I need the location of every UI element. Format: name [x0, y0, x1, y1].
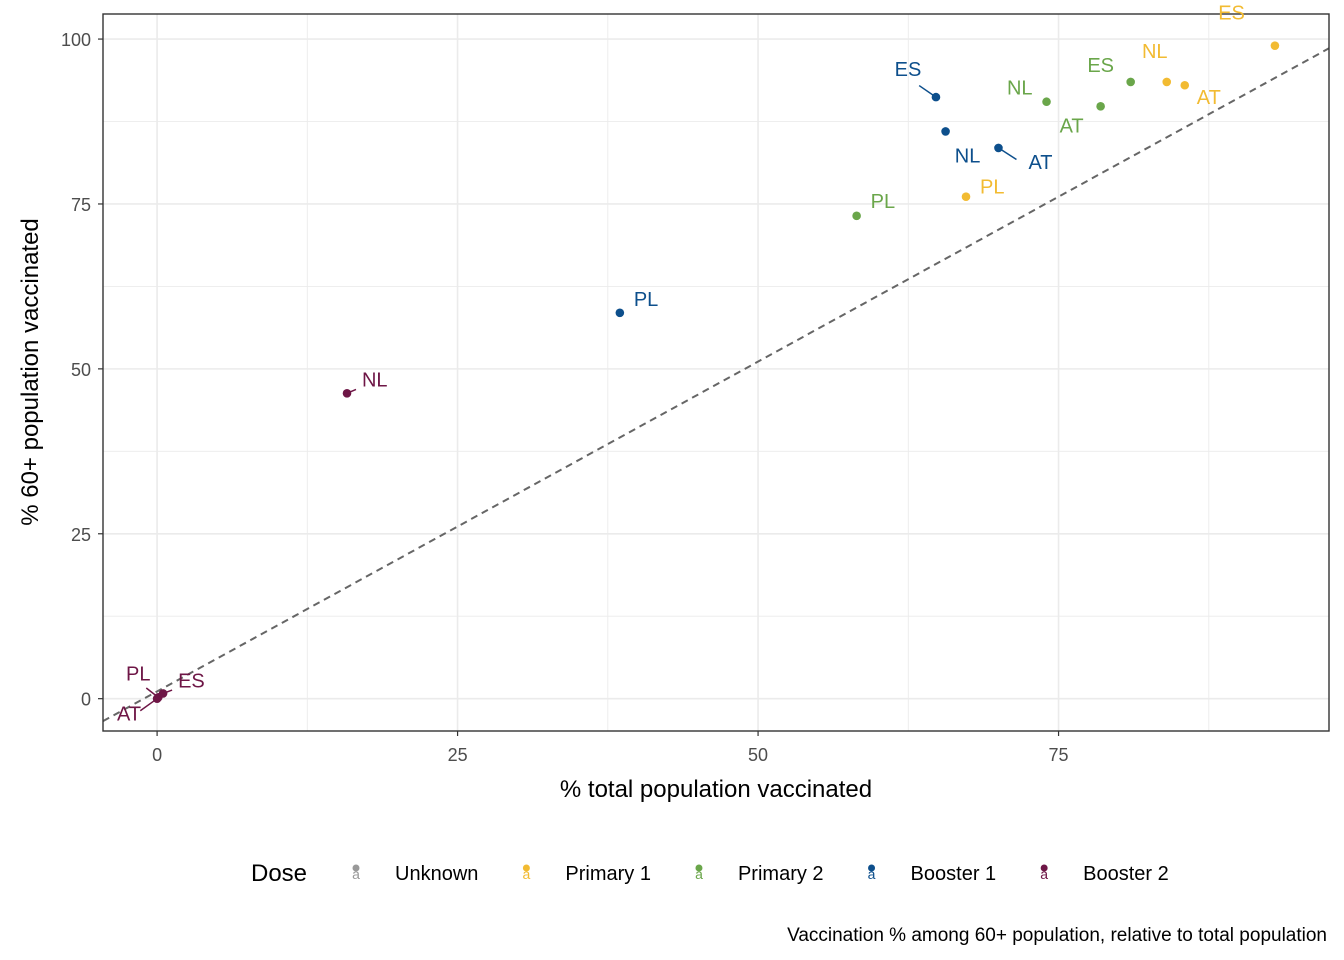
legend-label: Primary 1 [565, 863, 651, 885]
point-label: AT [1197, 87, 1221, 109]
point-primary-1-at [1180, 80, 1190, 90]
point-label: PL [871, 191, 895, 213]
x-tick-label: 25 [448, 745, 468, 765]
y-tick-label: 75 [71, 195, 91, 215]
point-label: NL [362, 369, 388, 391]
point-booster-1-at [994, 143, 1003, 153]
point-primary-2-nl [1042, 97, 1051, 107]
axis-ticks: 0 25 50 75 0 25 50 75 100 [61, 30, 1069, 765]
point-label: ES [895, 59, 922, 81]
point-label: ES [1218, 3, 1245, 25]
point-label: AT [1028, 152, 1052, 174]
point-booster-1-nl [941, 127, 950, 136]
legend-key-point [695, 864, 703, 872]
point-label: NL [1142, 41, 1168, 63]
legend-key-glyph: a [1040, 866, 1048, 882]
x-tick-label: 0 [152, 745, 162, 765]
x-tick-label: 50 [748, 745, 768, 765]
point-label: ES [178, 670, 205, 692]
x-tick-label: 75 [1049, 745, 1069, 765]
legend-key-glyph: a [522, 866, 530, 882]
legend-label: Booster 2 [1083, 863, 1169, 885]
legend-key-point [1040, 864, 1048, 872]
y-axis-title: % 60+ population vaccinated [17, 218, 44, 526]
point-primary-2-pl [852, 211, 861, 221]
legend-key-point [868, 864, 876, 872]
point-label: PL [126, 663, 150, 685]
point-booster-1-pl [615, 308, 625, 318]
point-primary-1-nl [1162, 77, 1172, 87]
point-booster-1-es [931, 92, 941, 102]
legend-key-point [352, 864, 360, 872]
legend-label: Primary 2 [738, 863, 824, 885]
point-labels: ES NL AT PL ES NL AT PL ES NL AT PL NL PL ES AT [117, 3, 1245, 726]
point-label: NL [955, 145, 981, 167]
legend-title: Dose [251, 860, 307, 887]
x-axis-title: % total population vaccinated [560, 776, 872, 803]
y-tick-label: 50 [71, 360, 91, 380]
y-tick-label: 25 [71, 525, 91, 545]
y-tick-label: 100 [61, 30, 91, 50]
legend-key-glyph: a [695, 866, 703, 882]
legend-key-glyph: a [868, 866, 876, 882]
legend-key-point [522, 864, 530, 872]
plot-panel-border [102, 13, 1330, 732]
grid-lines [103, 14, 1329, 731]
label-leader-lines [139, 84, 1017, 712]
legend: Dose a Unknown a Primary 1 a Primary 2 a Booste… [251, 860, 1169, 887]
point-primary-1-es [1270, 41, 1280, 50]
point-label: PL [980, 177, 1004, 199]
point-primary-1-pl [961, 192, 971, 202]
point-label: PL [634, 289, 658, 311]
point-booster-2-nl [342, 388, 352, 398]
y-tick-label: 0 [81, 690, 91, 710]
point-booster-2-at [152, 694, 162, 703]
point-booster-2-es [158, 689, 168, 698]
legend-label: Booster 1 [911, 863, 997, 885]
chart-caption: Vaccination % among 60+ population, rela… [787, 925, 1327, 946]
legend-label: Unknown [395, 863, 478, 885]
point-primary-2-es [1126, 77, 1135, 87]
point-primary-2-at [1096, 102, 1105, 111]
data-points [152, 41, 1280, 703]
legend-key-glyph: a [352, 866, 360, 882]
point-label: AT [1060, 115, 1084, 137]
point-label: AT [117, 704, 141, 726]
point-label: ES [1087, 55, 1114, 77]
reference-line [102, 47, 1330, 722]
point-label: NL [1007, 78, 1033, 100]
